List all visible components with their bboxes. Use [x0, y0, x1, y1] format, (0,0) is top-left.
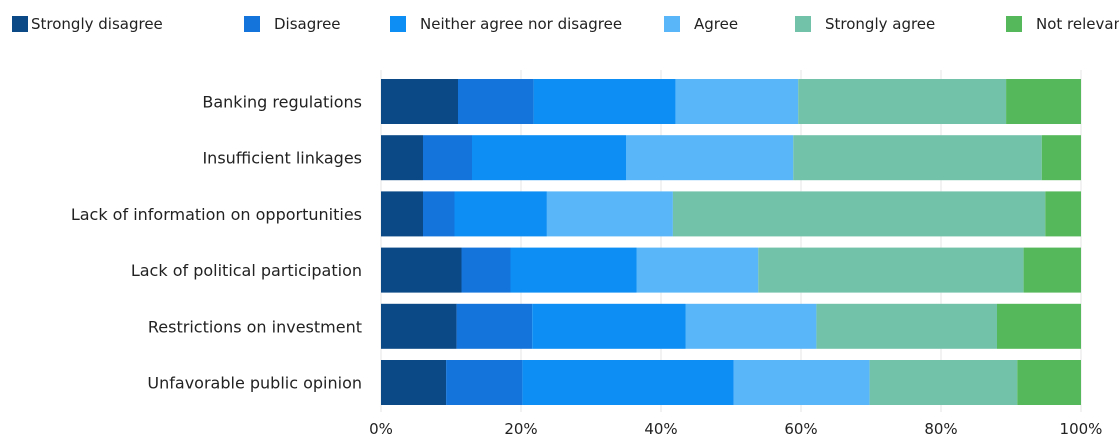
bar-segment-strongly-disagree	[381, 135, 423, 181]
legend-swatch	[664, 16, 680, 32]
bar-segment-not-relevant	[1006, 79, 1081, 124]
bar-segment-strongly-disagree	[381, 79, 458, 124]
legend-item-neither-agree-nor-disagree: Neither agree nor disagree	[390, 15, 622, 33]
bar-segment-not-relevant	[1045, 191, 1081, 237]
bar-row-lack-of-information-on-opportunities	[381, 191, 1081, 237]
x-axis-ticks: 0% 20% 40% 60% 80% 100%	[369, 420, 1102, 438]
bar-segment-agree	[733, 360, 870, 405]
legend-item-strongly-agree: Strongly agree	[795, 15, 935, 33]
category-label: Unfavorable public opinion	[147, 374, 362, 393]
bar-segment-strongly-disagree	[381, 247, 462, 293]
bar-segment-not-relevant	[1041, 135, 1081, 181]
bar-segment-disagree	[458, 79, 534, 124]
x-tick-label: 60%	[784, 420, 817, 438]
legend-swatch	[390, 16, 406, 32]
legend-swatch	[1006, 16, 1022, 32]
bar-segment-not-relevant	[1017, 360, 1081, 405]
bar-segment-neither-agree-nor-disagree	[510, 247, 637, 293]
bar-row-insufficient-linkages	[381, 135, 1081, 181]
bar-segment-agree	[636, 247, 759, 293]
category-labels: Banking regulations Insufficient linkages…	[71, 93, 362, 393]
legend-label: Agree	[694, 15, 738, 33]
legend-swatch	[12, 16, 28, 32]
bar-segment-disagree	[423, 135, 472, 181]
bar-segment-neither-agree-nor-disagree	[532, 303, 686, 349]
legend-label: Neither agree nor disagree	[420, 15, 622, 33]
category-label: Insufficient linkages	[202, 149, 362, 168]
bar-row-banking-regulations	[381, 79, 1081, 124]
category-label: Restrictions on investment	[148, 317, 362, 336]
bar-segment-strongly-agree	[793, 135, 1042, 181]
bar-segment-strongly-agree	[672, 191, 1046, 237]
bar-segment-strongly-disagree	[381, 360, 447, 405]
bar-segment-strongly-disagree	[381, 191, 423, 237]
x-tick-label: 20%	[504, 420, 537, 438]
bar-segment-not-relevant	[997, 303, 1081, 349]
bar-row-unfavorable-public-opinion	[381, 360, 1081, 405]
bar-segment-agree	[546, 191, 673, 237]
legend: Strongly disagree Disagree Neither agree n…	[12, 15, 1119, 33]
x-tick-label: 40%	[644, 420, 677, 438]
bar-segment-strongly-agree	[798, 79, 1007, 124]
legend-item-strongly-disagree: Strongly disagree	[12, 15, 163, 33]
grid-lines	[380, 70, 1082, 412]
x-tick-label: 0%	[369, 420, 393, 438]
legend-label: Strongly disagree	[31, 15, 163, 33]
bar-row-lack-of-political-participation	[381, 247, 1081, 293]
category-label: Banking regulations	[202, 93, 362, 112]
bar-segment-strongly-agree	[816, 303, 997, 349]
bars-layer	[381, 79, 1081, 405]
bar-segment-strongly-disagree	[381, 303, 457, 349]
legend-swatch	[244, 16, 260, 32]
legend-item-agree: Agree	[664, 15, 738, 33]
bar-segment-agree	[685, 303, 817, 349]
legend-item-not-relevant: Not relevant	[1006, 15, 1119, 33]
legend-swatch	[795, 16, 811, 32]
bar-segment-strongly-agree	[758, 247, 1024, 293]
bar-segment-strongly-agree	[869, 360, 1018, 405]
category-label: Lack of political participation	[131, 261, 362, 280]
x-tick-label: 100%	[1060, 420, 1103, 438]
bar-segment-neither-agree-nor-disagree	[533, 79, 676, 124]
legend-label: Not relevant	[1036, 15, 1119, 33]
bar-row-restrictions-on-investment	[381, 303, 1081, 349]
bar-segment-not-relevant	[1023, 247, 1081, 293]
bar-segment-neither-agree-nor-disagree	[454, 191, 547, 237]
bar-segment-neither-agree-nor-disagree	[472, 135, 626, 181]
x-tick-label: 80%	[924, 420, 957, 438]
legend-label: Strongly agree	[825, 15, 935, 33]
category-label: Lack of information on opportunities	[71, 205, 362, 224]
bar-segment-disagree	[446, 360, 523, 405]
bar-segment-disagree	[423, 191, 455, 237]
bar-segment-neither-agree-nor-disagree	[522, 360, 734, 405]
legend-label: Disagree	[274, 15, 341, 33]
bar-segment-agree	[626, 135, 794, 181]
bar-segment-disagree	[456, 303, 533, 349]
bar-segment-agree	[675, 79, 799, 124]
bar-segment-disagree	[461, 247, 511, 293]
legend-item-disagree: Disagree	[244, 15, 341, 33]
